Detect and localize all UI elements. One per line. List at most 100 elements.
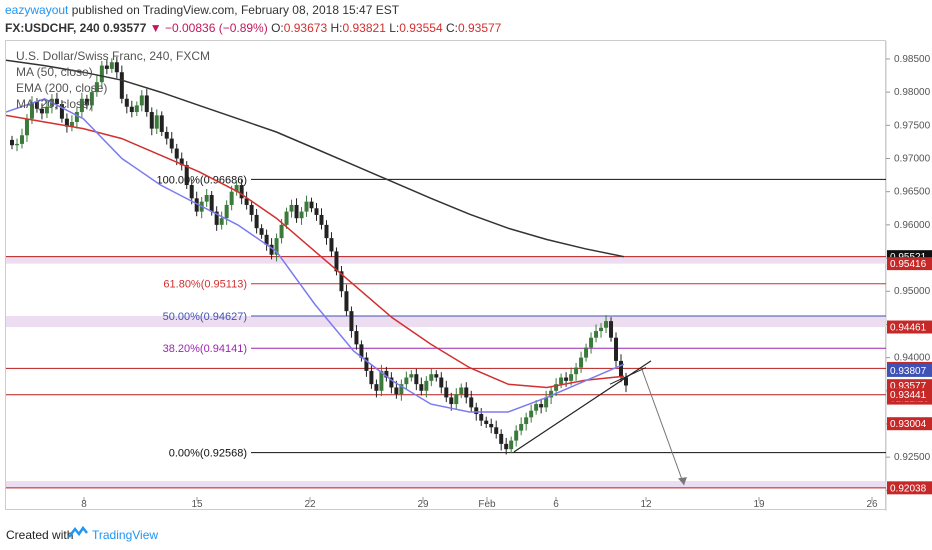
candle-body [109,62,114,69]
price-tag-label: 0.93004 [890,419,927,430]
price-tag-label: 0.95416 [890,259,927,270]
trendline-short [609,367,647,385]
price-tag [887,481,932,495]
candle-body [359,344,364,358]
close-value: 0.93577 [457,21,502,35]
candle-body [179,158,184,166]
low-label: L: [389,21,400,35]
candle-body [379,370,384,391]
candle-body [324,224,329,239]
candle-body [559,377,564,385]
y-tick-label: 0.98500 [894,54,931,65]
projection-arrow [641,369,685,486]
candle-body [444,387,449,398]
candle-body [529,410,534,418]
candle-body [259,228,264,235]
candle-body [384,370,389,378]
candle-body [429,374,434,381]
candle-body [349,311,354,332]
candle-body [594,331,599,338]
candle-body [329,238,334,252]
y-tick-label: 0.92500 [894,452,931,463]
candle-body [374,384,379,391]
price-tag [887,388,932,402]
open-value: 0.93673 [283,21,328,35]
support-resistance-band [6,315,886,328]
candle-body [469,397,474,408]
candle-body [249,204,254,215]
x-tick-label: 15 [191,499,203,510]
candle-body [79,98,84,113]
candle-body [544,397,549,408]
candle-body [264,234,269,245]
symbol: FX:USDCHF, 240 [5,21,100,35]
candle-body [19,135,24,144]
candle-body [309,201,314,209]
candle-body [434,374,439,378]
candle-body [104,65,109,69]
candle-body [484,420,489,424]
support-resistance-band [6,481,886,488]
candle-body [369,370,374,385]
candle-body [239,185,244,199]
close-label: C: [445,21,458,35]
fib-level-label: 0.00%(0.92568) [169,448,247,460]
candle-body [584,347,589,358]
candle-body [599,327,604,332]
price-tag [887,257,932,271]
candle-body [124,98,129,107]
candle-body [149,112,154,129]
candle-body [319,214,324,225]
candle-body [364,357,369,371]
candle-body [569,374,574,381]
candle-body [449,397,454,405]
candle-body [244,198,249,205]
fib-level-label: 38.20%(0.94141) [163,343,247,355]
footer: Created with TradingView [0,520,932,550]
legend-ema200[interactable]: EMA (200, close) [16,81,108,95]
chart-header: eazywayout published on TradingView.com,… [0,0,932,40]
price-tag [887,363,932,377]
candle-body [514,430,519,441]
candle-body [54,98,59,105]
candle-body [549,390,554,398]
candle-body [334,251,339,272]
candle-body [84,98,89,106]
fib-level-label: 61.80%(0.95113) [163,279,247,291]
legend-ma20[interactable]: MA (20, close) [16,97,93,111]
candle-body [464,387,469,398]
author-link[interactable]: eazywayout [5,3,69,17]
candle-body [499,433,504,444]
candle-body [519,423,524,431]
candle-body [169,138,174,149]
x-tick-label: 22 [304,499,316,510]
tradingview-brand[interactable]: TradingView [92,528,159,542]
y-tick-label: 0.98000 [894,87,931,98]
candle-body [274,238,279,255]
candle-body [234,185,239,192]
chart-frame[interactable]: 0.98500 0.98000 0.97500 0.97000 0.96500 0.960… [5,40,932,511]
candle-body [474,407,479,415]
candle-body [99,65,104,83]
candle-body [114,62,119,73]
candle-body [614,337,619,361]
candle-body [424,380,429,391]
created-with-text: Created with [6,528,74,542]
candle-body [144,95,149,113]
candle-body [344,291,349,312]
high-label: H: [330,21,343,35]
price-chart[interactable]: 0.98500 0.98000 0.97500 0.97000 0.96500 0.960… [6,41,932,511]
candle-body [154,115,159,129]
candle-body [494,427,499,434]
legend-title: U.S. Dollar/Swiss Franc, 240, FXCM [16,49,211,63]
candle-body [314,208,319,215]
candle-body [224,204,229,219]
candle-body [619,360,624,378]
price-tag [887,417,932,431]
y-tick-label: 0.97000 [894,154,931,165]
candle-body [209,195,214,212]
low-value: 0.93554 [399,21,443,35]
candle-body [304,201,309,212]
legend-ma50[interactable]: MA (50, close) [16,65,93,79]
last-price: 0.93577 [103,21,147,35]
